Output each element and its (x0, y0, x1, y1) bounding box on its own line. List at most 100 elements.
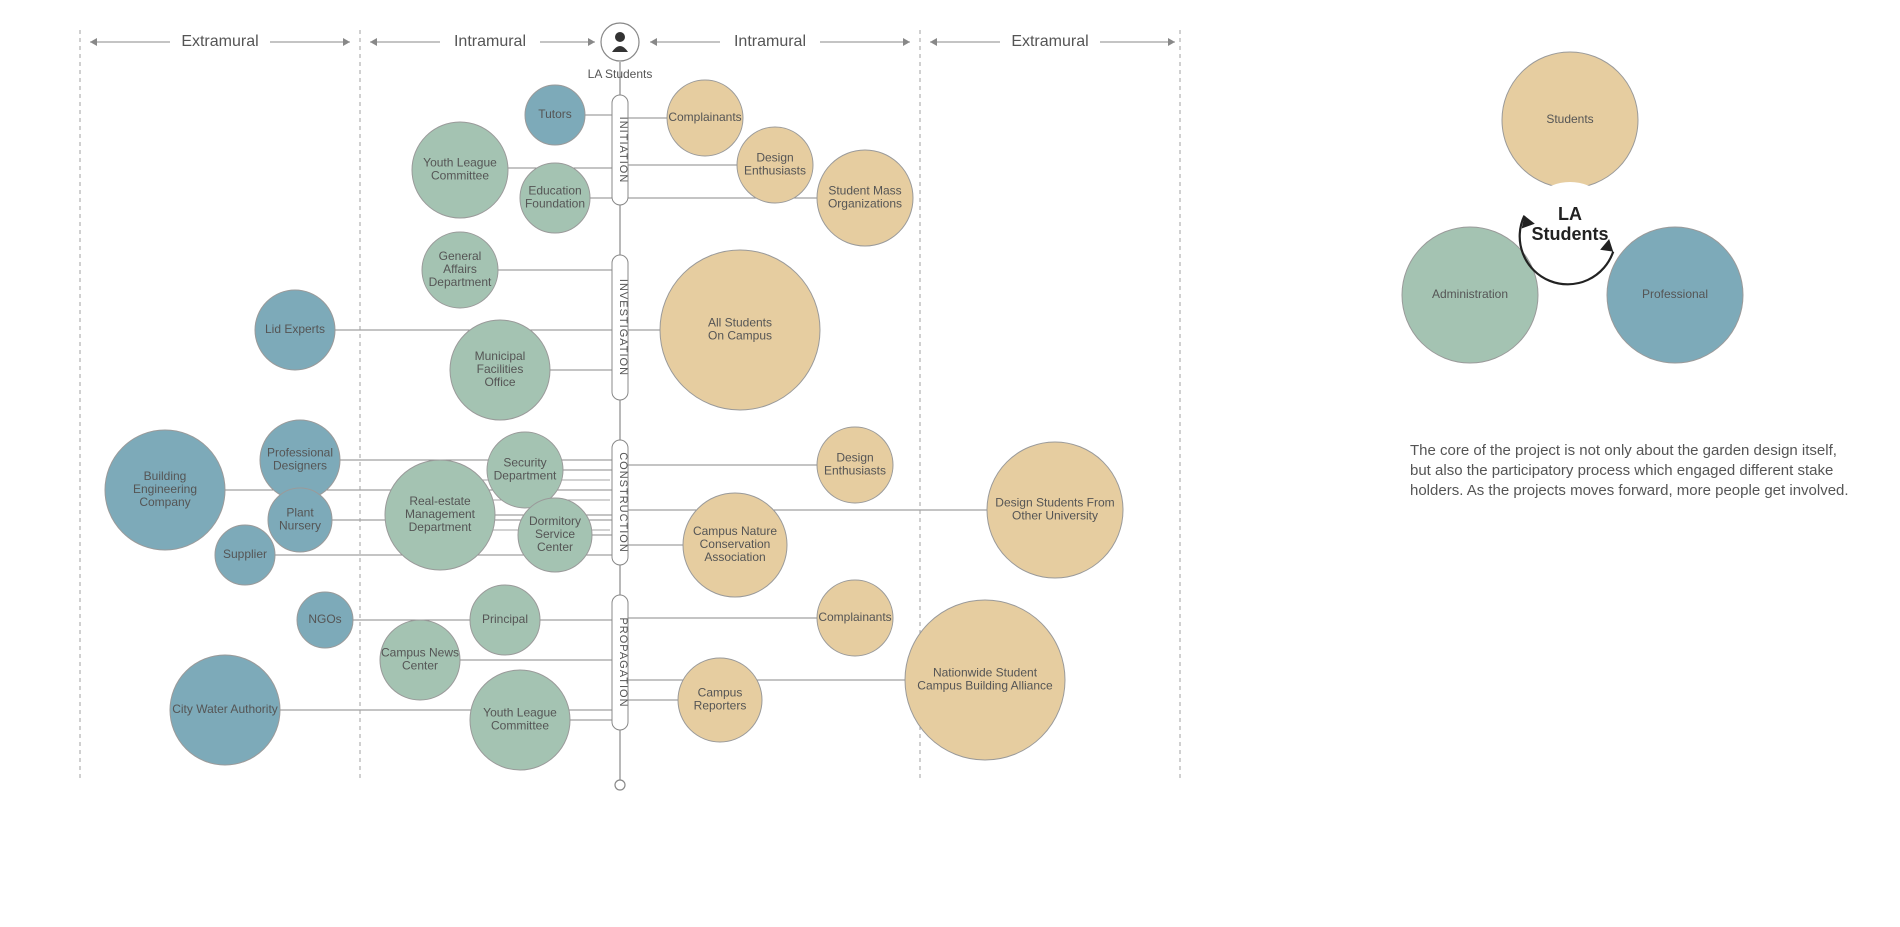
svg-text:Professional: Professional (1642, 287, 1708, 301)
svg-text:Professional: Professional (267, 446, 333, 460)
svg-text:Affairs: Affairs (443, 262, 477, 276)
svg-text:Center: Center (537, 540, 573, 554)
svg-text:Service: Service (535, 527, 575, 541)
svg-text:PROPAGATION: PROPAGATION (617, 617, 629, 707)
svg-text:Other University: Other University (1012, 509, 1098, 523)
node-design_enth1: DesignEnthusiasts (737, 127, 813, 203)
svg-text:Municipal: Municipal (475, 349, 526, 363)
svg-text:The core of the project is not: The core of the project is not only abou… (1410, 442, 1837, 459)
svg-text:Extramural: Extramural (181, 33, 258, 50)
svg-text:Designers: Designers (273, 459, 327, 473)
svg-text:LA Students: LA Students (588, 67, 653, 81)
description: The core of the project is not only abou… (1410, 442, 1849, 499)
svg-text:Center: Center (402, 659, 438, 673)
svg-text:Management: Management (405, 507, 476, 521)
node-cnc: Campus NewsCenter (380, 620, 460, 700)
node-all_stu: All StudentsOn Campus (660, 250, 820, 410)
node-bec: BuildingEngineeringCompany (105, 430, 225, 550)
svg-text:Design Students From: Design Students From (995, 496, 1114, 510)
svg-text:Conservation: Conservation (700, 537, 771, 551)
node-youth1: Youth LeagueCommittee (412, 122, 508, 218)
svg-text:Student Mass: Student Mass (828, 184, 901, 198)
legend: StudentsAdministrationProfessionalLAStud… (1402, 52, 1743, 363)
svg-text:Enthusiasts: Enthusiasts (824, 464, 886, 478)
svg-text:Security: Security (503, 456, 546, 470)
node-ngos: NGOs (297, 592, 353, 648)
svg-text:LA: LA (1558, 204, 1582, 224)
svg-text:Nursery: Nursery (279, 519, 321, 533)
svg-text:Facilities: Facilities (477, 362, 524, 376)
svg-text:Association: Association (704, 550, 765, 564)
svg-text:Foundation: Foundation (525, 197, 585, 211)
svg-text:Principal: Principal (482, 612, 528, 626)
svg-text:Plant: Plant (286, 506, 314, 520)
svg-text:Complainants: Complainants (818, 610, 891, 624)
svg-text:Design: Design (756, 151, 793, 165)
svg-text:Real-estate: Real-estate (409, 494, 471, 508)
svg-text:Youth League: Youth League (423, 156, 497, 170)
node-youth2: Youth LeagueCommittee (470, 670, 570, 770)
svg-text:Department: Department (409, 520, 472, 534)
node-tutors: Tutors (525, 85, 585, 145)
diagram-svg: Extramural Intramural Intramural Extramural… (0, 0, 1900, 927)
svg-text:Enthusiasts: Enthusiasts (744, 164, 806, 178)
svg-text:but also the participatory pro: but also the participatory process which… (1410, 462, 1833, 479)
svg-text:City Water Authority: City Water Authority (172, 702, 278, 716)
node-nscba: Nationwide StudentCampus Building Allian… (905, 600, 1065, 760)
svg-text:Campus Nature: Campus Nature (693, 524, 777, 538)
svg-text:Nationwide Student: Nationwide Student (933, 666, 1038, 680)
svg-text:Committee: Committee (431, 169, 489, 183)
node-dorm: DormitoryServiceCenter (518, 498, 592, 572)
svg-text:Students: Students (1531, 224, 1608, 244)
svg-text:Dormitory: Dormitory (529, 514, 581, 528)
svg-text:Youth League: Youth League (483, 706, 557, 720)
svg-text:Tutors: Tutors (538, 107, 572, 121)
svg-text:Supplier: Supplier (223, 547, 267, 561)
node-dsou: Design Students FromOther University (987, 442, 1123, 578)
svg-text:NGOs: NGOs (308, 612, 341, 626)
svg-text:Lid Experts: Lid Experts (265, 322, 325, 336)
node-stu_mass: Student MassOrganizations (817, 150, 913, 246)
svg-text:Design: Design (836, 451, 873, 465)
node-supplier: Supplier (215, 525, 275, 585)
node-lid: Lid Experts (255, 290, 335, 370)
svg-text:All Students: All Students (708, 316, 772, 330)
svg-text:holders. As the projects moves: holders. As the projects moves forward, … (1410, 482, 1849, 499)
svg-text:INVESTIGATION: INVESTIGATION (617, 279, 629, 376)
svg-text:Office: Office (484, 375, 515, 389)
svg-text:Administration: Administration (1432, 287, 1508, 301)
svg-text:General: General (439, 249, 482, 263)
svg-text:Education: Education (528, 184, 581, 198)
svg-text:Students: Students (1546, 112, 1593, 126)
node-complainants2: Complainants (817, 580, 893, 656)
node-sec_dept: SecurityDepartment (487, 432, 563, 508)
svg-text:Organizations: Organizations (828, 197, 902, 211)
svg-text:Intramural: Intramural (734, 33, 806, 50)
node-gen_aff: GeneralAffairsDepartment (422, 232, 498, 308)
node-plant: PlantNursery (268, 488, 332, 552)
svg-text:Committee: Committee (491, 719, 549, 733)
node-reporters: CampusReporters (678, 658, 762, 742)
node-cnca: Campus NatureConservationAssociation (683, 493, 787, 597)
svg-text:Campus Building Alliance: Campus Building Alliance (917, 679, 1053, 693)
node-design_enth2: DesignEnthusiasts (817, 427, 893, 503)
svg-text:Intramural: Intramural (454, 33, 526, 50)
svg-text:Campus: Campus (698, 686, 743, 700)
svg-text:Company: Company (139, 495, 190, 509)
svg-text:Department: Department (429, 275, 492, 289)
svg-text:Campus News: Campus News (381, 646, 459, 660)
svg-text:Engineering: Engineering (133, 482, 197, 496)
svg-text:Complainants: Complainants (668, 110, 741, 124)
node-complainants1: Complainants (667, 80, 743, 156)
svg-text:Building: Building (144, 469, 187, 483)
node-mfo: MunicipalFacilitiesOffice (450, 320, 550, 420)
svg-text:Department: Department (494, 469, 557, 483)
node-cwa: City Water Authority (170, 655, 280, 765)
svg-text:Reporters: Reporters (694, 699, 747, 713)
svg-text:INITIATION: INITIATION (617, 117, 629, 184)
node-remd: Real-estateManagementDepartment (385, 460, 495, 570)
node-edu: EducationFoundation (520, 163, 590, 233)
svg-text:CONSTRUCTION: CONSTRUCTION (617, 452, 629, 553)
svg-text:On Campus: On Campus (708, 329, 772, 343)
svg-text:Extramural: Extramural (1011, 33, 1088, 50)
